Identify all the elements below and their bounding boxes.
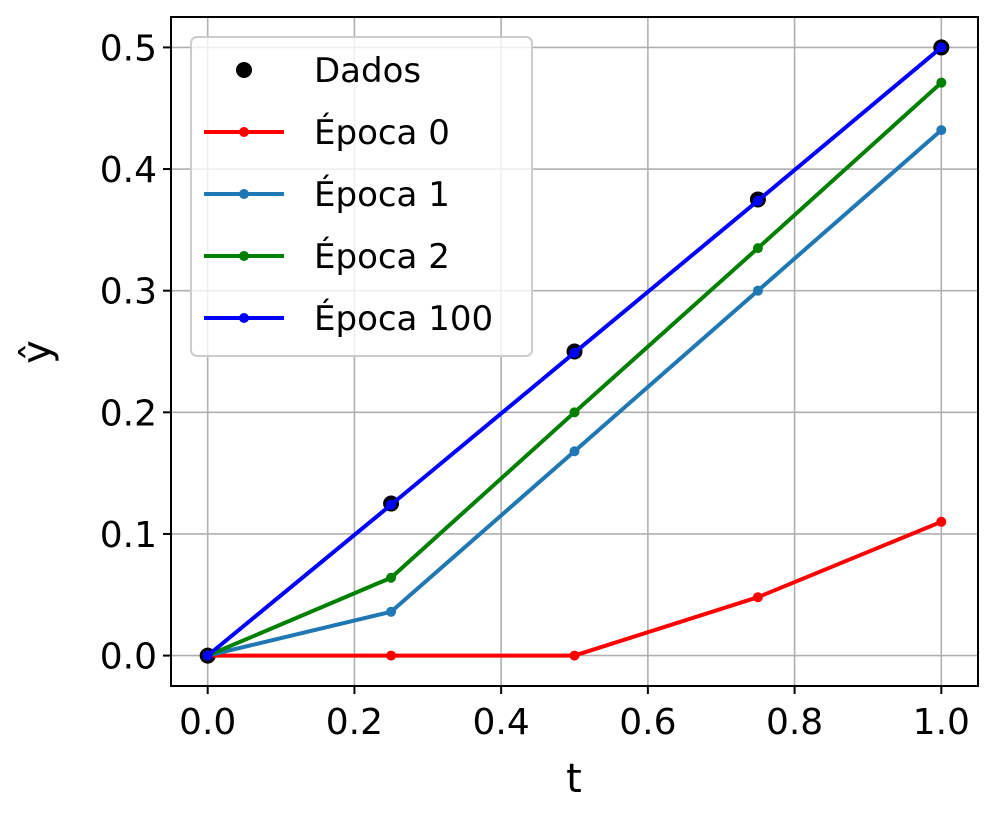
legend-label: Época 1	[314, 174, 450, 215]
y-tick-label: 0.5	[100, 28, 157, 69]
x-tick-label: 0.6	[619, 702, 676, 743]
y-axis-label: ŷ	[14, 340, 60, 364]
legend-item-epoca-0: Época 0	[204, 112, 450, 153]
series-epoca-1	[202, 125, 947, 661]
legend-item-dados: Dados	[236, 51, 421, 91]
legend-marker	[239, 251, 249, 261]
x-tick-label: 0.0	[179, 702, 236, 743]
legend-marker	[236, 62, 252, 78]
y-tick-label: 0.0	[100, 637, 157, 678]
y-axis-ticks: 0.0 0.1 0.2 0.3 0.4 0.5	[100, 28, 171, 678]
series-marker	[569, 446, 580, 457]
series-marker	[936, 42, 947, 53]
x-tick-label: 0.8	[766, 702, 823, 743]
series-marker	[569, 347, 580, 358]
y-tick-label: 0.2	[100, 393, 157, 434]
legend-label: Dados	[314, 51, 421, 91]
series-marker	[569, 407, 580, 418]
y-tick-label: 0.4	[100, 150, 157, 191]
series-layer	[199, 39, 950, 664]
legend-box	[190, 36, 533, 357]
series-marker	[386, 499, 397, 510]
legend-item-epoca-1: Época 1	[204, 174, 450, 215]
series-marker	[936, 77, 947, 88]
legend-item-epoca-100: Época 100	[204, 298, 493, 339]
legend-label: Época 0	[314, 112, 450, 153]
legend: Dados Época 0 Época 1 Época 2 Época 100	[190, 36, 533, 357]
x-axis-ticks: 0.0 0.2 0.4 0.6 0.8 1.0	[179, 686, 970, 743]
series-marker	[752, 592, 763, 603]
legend-marker	[239, 313, 249, 323]
y-tick-label: 0.3	[100, 272, 157, 313]
series-marker	[569, 650, 580, 661]
legend-marker	[239, 189, 249, 199]
legend-label: Época 2	[314, 236, 450, 277]
legend-item-epoca-2: Época 2	[204, 236, 450, 277]
series-epoca-2	[202, 77, 947, 661]
series-marker	[386, 572, 397, 583]
series-marker	[752, 243, 763, 254]
series-marker	[936, 516, 947, 527]
x-tick-label: 0.2	[326, 702, 383, 743]
plot-frame	[170, 16, 979, 687]
series-marker	[202, 650, 213, 661]
x-axis-label: t	[566, 756, 582, 802]
series-marker	[386, 606, 397, 617]
series-marker	[936, 125, 947, 136]
legend-marker	[239, 127, 249, 137]
series-marker	[752, 285, 763, 296]
x-tick-label: 0.4	[473, 702, 530, 743]
series-marker	[386, 650, 397, 661]
series-marker	[752, 195, 763, 206]
series-epoca-100	[202, 42, 947, 661]
y-tick-label: 0.1	[100, 515, 157, 556]
x-tick-label: 1.0	[913, 702, 970, 743]
legend-label: Época 100	[314, 298, 493, 339]
